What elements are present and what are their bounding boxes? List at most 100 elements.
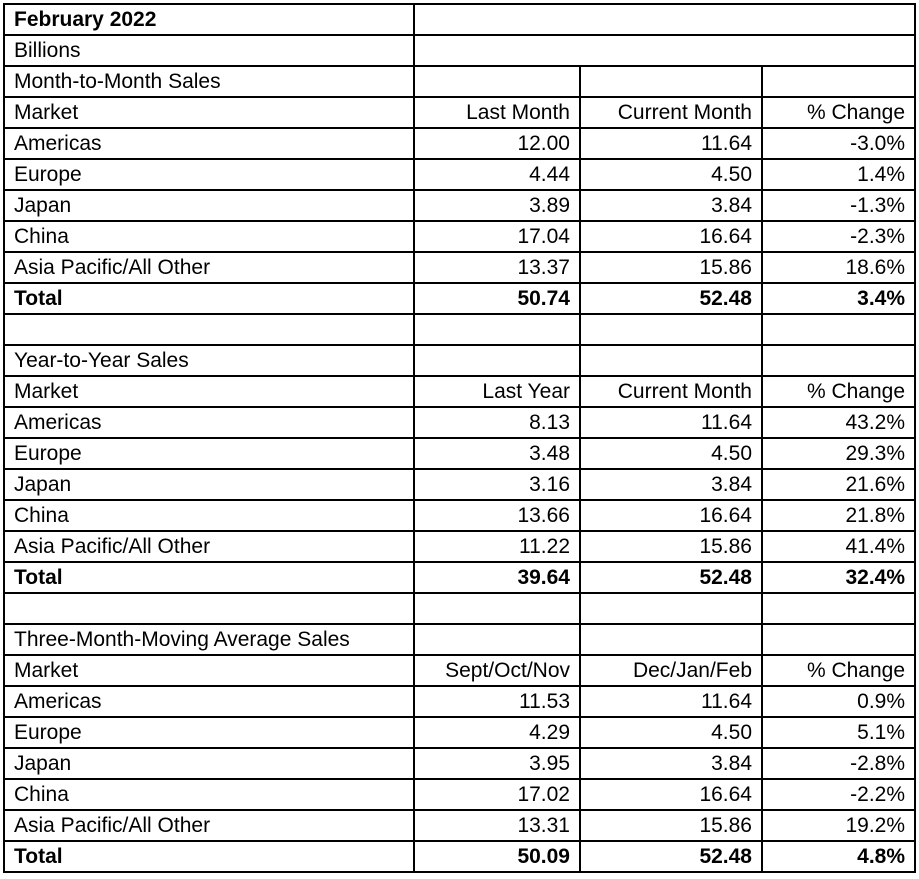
pct-change: 1.4% <box>760 158 917 191</box>
current-value: 11.64 <box>579 685 763 718</box>
empty-cell <box>3 313 415 346</box>
total-row: Total 39.64 52.48 32.4% <box>3 561 917 594</box>
title-spacer-cell <box>412 3 917 36</box>
pct-change: 43.2% <box>760 406 917 439</box>
current-value: 15.86 <box>579 251 763 284</box>
column-header-prev: Last Month <box>413 96 581 129</box>
section-title: Three-Month-Moving Average Sales <box>3 623 415 656</box>
total-prev-value: 39.64 <box>413 561 581 594</box>
market-name: China <box>3 778 415 811</box>
column-header-prev: Sept/Oct/Nov <box>413 654 581 687</box>
total-current-value: 52.48 <box>579 840 763 873</box>
units-row: Billions <box>3 34 917 67</box>
column-header-market: Market <box>3 375 415 408</box>
prev-value: 3.89 <box>413 189 581 222</box>
prev-value: 3.95 <box>413 747 581 780</box>
market-name: Europe <box>3 716 415 749</box>
prev-value: 3.16 <box>413 468 581 501</box>
spacer-row <box>3 592 917 625</box>
table-row: China 17.04 16.64 -2.3% <box>3 220 917 253</box>
empty-cell <box>760 623 917 656</box>
empty-cell <box>579 344 763 377</box>
column-header-current: Current Month <box>579 375 763 408</box>
total-current-value: 52.48 <box>579 282 763 315</box>
current-value: 16.64 <box>579 220 763 253</box>
pct-change: -1.3% <box>760 189 917 222</box>
pct-change: -3.0% <box>760 127 917 160</box>
pct-change: 19.2% <box>760 809 917 842</box>
empty-cell <box>760 592 917 625</box>
table-row: Asia Pacific/All Other 13.31 15.86 19.2% <box>3 809 917 842</box>
pct-change: 5.1% <box>760 716 917 749</box>
empty-cell <box>579 592 763 625</box>
prev-value: 3.48 <box>413 437 581 470</box>
column-header-current: Dec/Jan/Feb <box>579 654 763 687</box>
prev-value: 4.44 <box>413 158 581 191</box>
column-header-row: Market Last Year Current Month % Change <box>3 375 917 408</box>
market-name: Asia Pacific/All Other <box>3 530 415 563</box>
current-value: 16.64 <box>579 778 763 811</box>
column-header-market: Market <box>3 654 415 687</box>
table-row: Europe 4.44 4.50 1.4% <box>3 158 917 191</box>
prev-value: 13.31 <box>413 809 581 842</box>
current-value: 4.50 <box>579 158 763 191</box>
column-header-change: % Change <box>760 375 917 408</box>
empty-cell <box>413 623 581 656</box>
empty-cell <box>413 344 581 377</box>
current-value: 3.84 <box>579 468 763 501</box>
total-label: Total <box>3 561 415 594</box>
column-header-market: Market <box>3 96 415 129</box>
section-title-row: Three-Month-Moving Average Sales <box>3 623 917 656</box>
pct-change: 21.6% <box>760 468 917 501</box>
total-row: Total 50.09 52.48 4.8% <box>3 840 917 873</box>
table-row: China 17.02 16.64 -2.2% <box>3 778 917 811</box>
empty-cell <box>760 344 917 377</box>
empty-cell <box>413 592 581 625</box>
prev-value: 17.02 <box>413 778 581 811</box>
table-row: Americas 12.00 11.64 -3.0% <box>3 127 917 160</box>
units-spacer-cell <box>412 34 917 67</box>
total-prev-value: 50.09 <box>413 840 581 873</box>
pct-change: 29.3% <box>760 437 917 470</box>
total-pct-change: 4.8% <box>760 840 917 873</box>
table-row: Japan 3.16 3.84 21.6% <box>3 468 917 501</box>
prev-value: 4.29 <box>413 716 581 749</box>
market-name: Asia Pacific/All Other <box>3 251 415 284</box>
table-row: Japan 3.89 3.84 -1.3% <box>3 189 917 222</box>
market-name: Americas <box>3 406 415 439</box>
column-header-change: % Change <box>760 654 917 687</box>
total-label: Total <box>3 840 415 873</box>
column-header-current: Current Month <box>579 96 763 129</box>
column-header-prev: Last Year <box>413 375 581 408</box>
market-name: Japan <box>3 468 415 501</box>
table-row: Asia Pacific/All Other 13.37 15.86 18.6% <box>3 251 917 284</box>
section-title: Year-to-Year Sales <box>3 344 415 377</box>
market-name: China <box>3 220 415 253</box>
empty-cell <box>3 592 415 625</box>
pct-change: -2.8% <box>760 747 917 780</box>
title-row: February 2022 <box>3 3 917 36</box>
pct-change: 18.6% <box>760 251 917 284</box>
empty-cell <box>760 313 917 346</box>
column-header-row: Market Last Month Current Month % Change <box>3 96 917 129</box>
table-row: Europe 3.48 4.50 29.3% <box>3 437 917 470</box>
total-row: Total 50.74 52.48 3.4% <box>3 282 917 315</box>
empty-cell <box>579 65 763 98</box>
empty-cell <box>413 313 581 346</box>
current-value: 3.84 <box>579 189 763 222</box>
pct-change: 21.8% <box>760 499 917 532</box>
units-label: Billions <box>3 34 415 67</box>
total-label: Total <box>3 282 415 315</box>
empty-cell <box>760 65 917 98</box>
current-value: 16.64 <box>579 499 763 532</box>
market-name: Americas <box>3 685 415 718</box>
current-value: 15.86 <box>579 530 763 563</box>
prev-value: 12.00 <box>413 127 581 160</box>
market-name: Japan <box>3 747 415 780</box>
total-current-value: 52.48 <box>579 561 763 594</box>
prev-value: 13.66 <box>413 499 581 532</box>
current-value: 4.50 <box>579 437 763 470</box>
pct-change: 0.9% <box>760 685 917 718</box>
spacer-row <box>3 313 917 346</box>
prev-value: 13.37 <box>413 251 581 284</box>
